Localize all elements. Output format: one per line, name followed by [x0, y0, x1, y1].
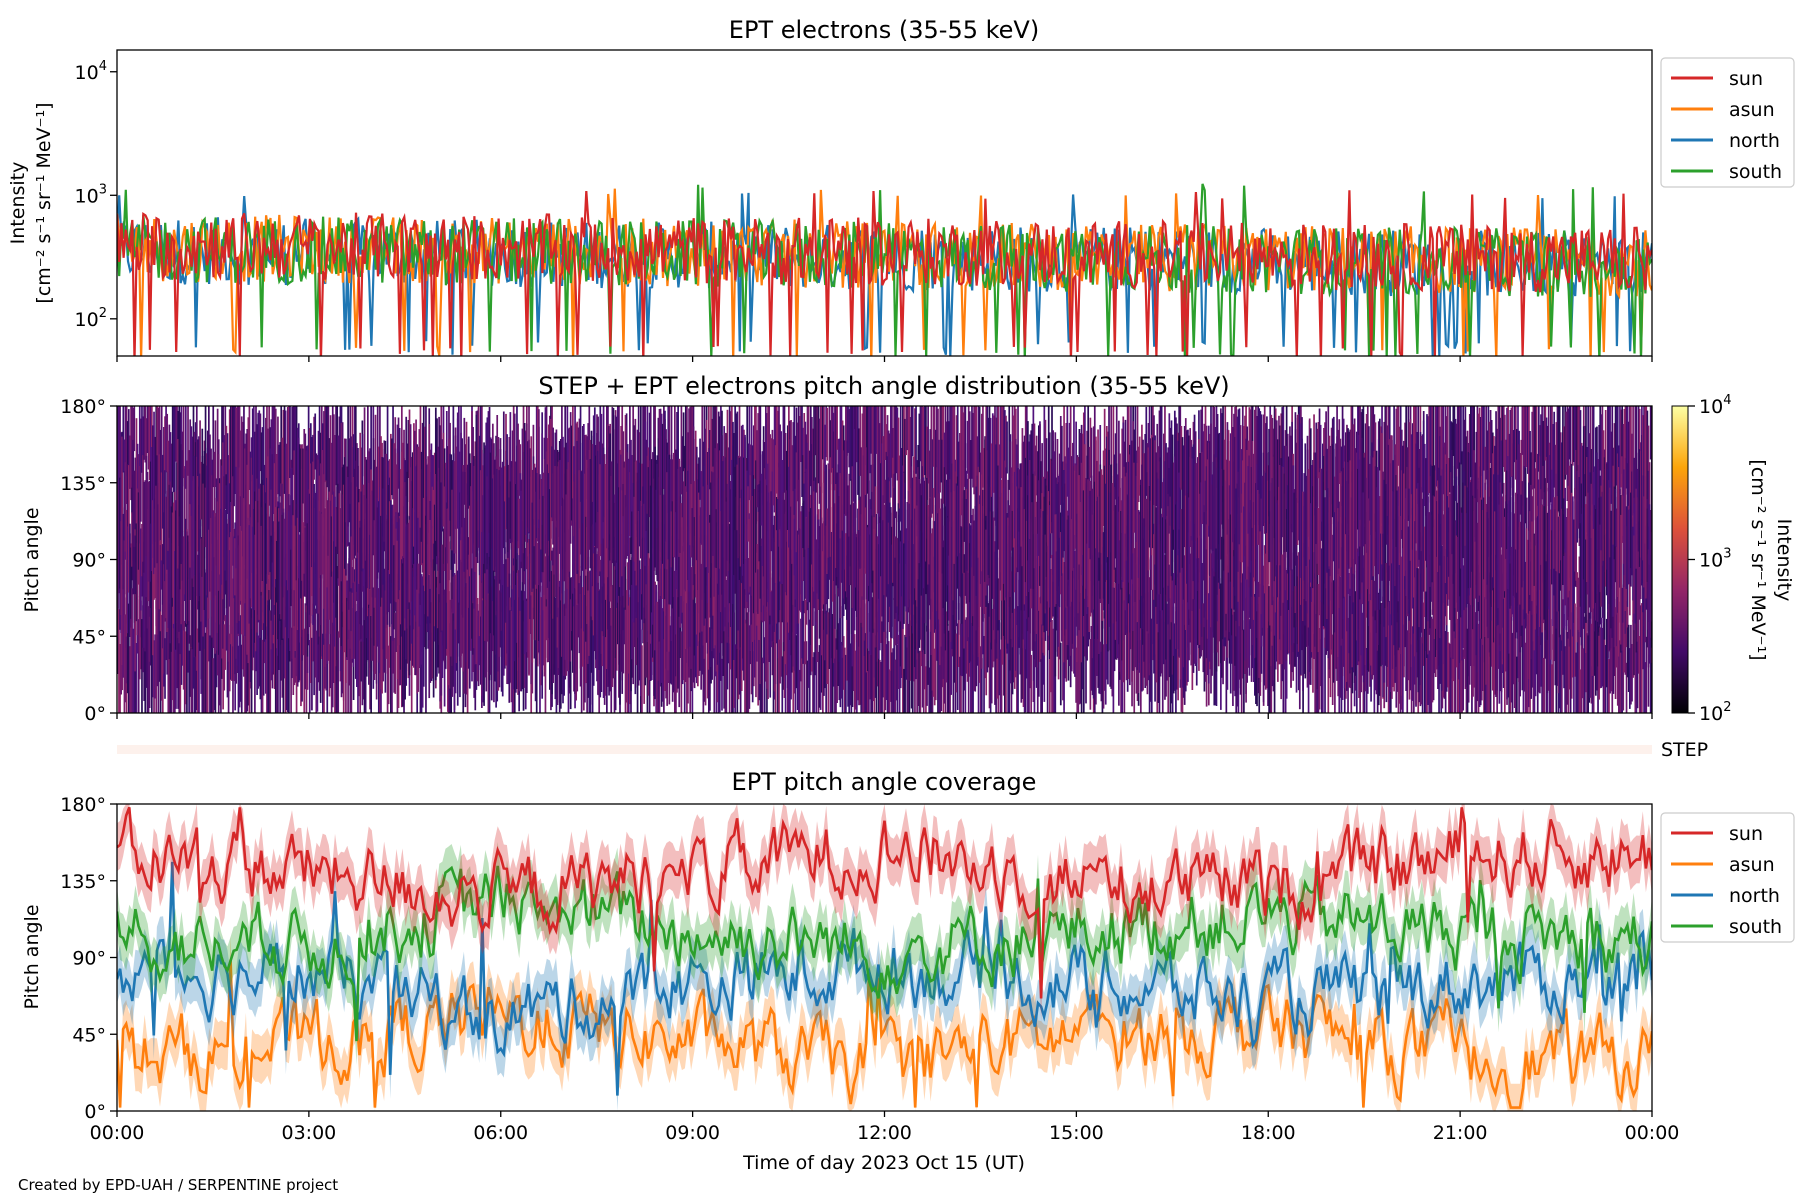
- panel2-heatmap: [117, 406, 1653, 713]
- panel1-title: EPT electrons (35-55 keV): [729, 16, 1039, 44]
- heatmap-cell: [912, 406, 914, 456]
- heatmap-cell: [215, 420, 217, 487]
- heatmap-cell: [133, 406, 135, 451]
- tick-label: 104: [75, 59, 107, 84]
- tick-label: 103: [75, 182, 107, 207]
- heatmap-cell: [1060, 643, 1062, 706]
- heatmap-cell: [1017, 406, 1019, 476]
- heatmap-cell: [762, 658, 764, 713]
- heatmap-cell: [406, 472, 408, 525]
- heatmap-cell: [337, 631, 339, 713]
- heatmap-cell: [641, 645, 643, 713]
- panel1-yticks: 102 103 104: [75, 59, 117, 331]
- panel2-title: STEP + EPT electrons pitch angle distrib…: [538, 372, 1229, 400]
- legend-label-sun: sun: [1729, 68, 1763, 90]
- heatmap-cell: [826, 408, 828, 461]
- legend-panel1: sun asun north south: [1661, 58, 1794, 187]
- panel1-series-group: [117, 184, 1652, 362]
- panel1-ylabel: Intensity: [7, 162, 29, 245]
- heatmap-cell: [1006, 422, 1008, 474]
- tick-label: 102: [75, 306, 107, 331]
- panel-intensity: EPT electrons (35-55 keV) 102 103 104 Inte…: [7, 16, 1794, 362]
- panel1-xticks: [117, 356, 1652, 362]
- panel1-yunit: [cm⁻² s⁻¹ sr⁻¹ MeV⁻¹]: [33, 102, 55, 303]
- panel-pitch-distribution: STEP + EPT electrons pitch angle distrib…: [21, 372, 1795, 725]
- heatmap-cell: [1030, 655, 1032, 713]
- legend-label-south: south: [1729, 161, 1782, 183]
- legend-label-asun: asun: [1729, 99, 1775, 121]
- panel1-frame: [117, 50, 1652, 356]
- legend-label-north: north: [1729, 130, 1780, 152]
